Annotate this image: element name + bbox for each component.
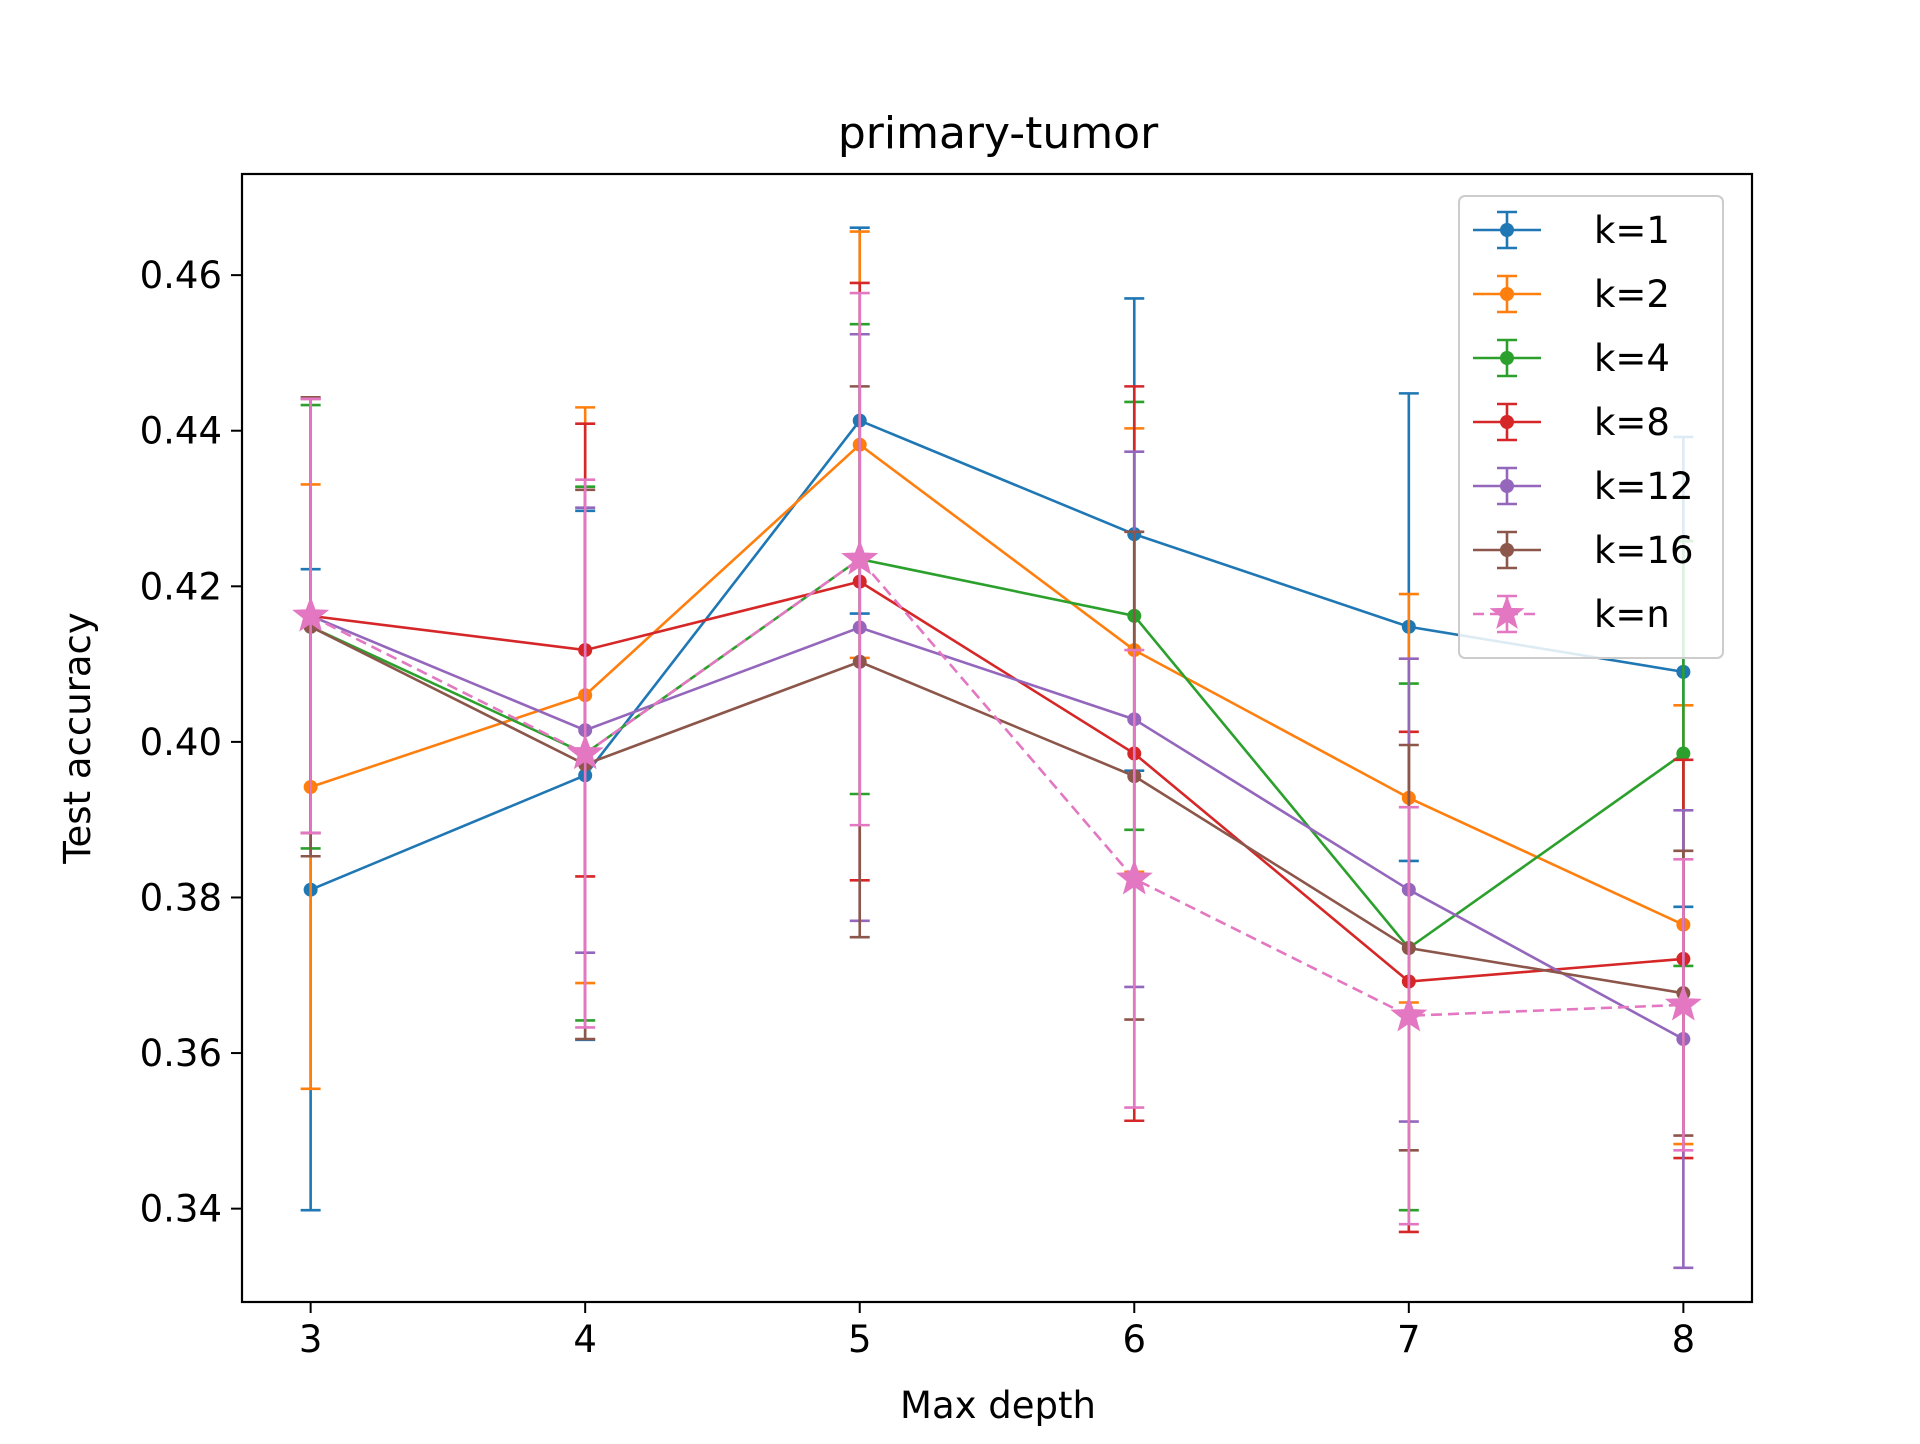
legend-marker (1500, 415, 1514, 429)
legend-label: k=1 (1594, 209, 1670, 252)
legend-label: k=16 (1594, 529, 1694, 572)
x-tick-label: 8 (1672, 1318, 1696, 1361)
legend-entry: k=8 (1473, 401, 1670, 444)
legend-entry: k=12 (1473, 465, 1694, 508)
legend-label: k=n (1594, 593, 1670, 636)
y-axis-label: Test accuracy (56, 612, 99, 865)
data-point (292, 596, 330, 632)
legend: k=1 k=2 k=4 k=8 k=12 k=16 k=n (1458, 195, 1724, 659)
data-point (1390, 996, 1428, 1032)
series-line (310, 625, 1684, 995)
data-point (566, 734, 604, 770)
y-tick-label: 0.40 (140, 721, 222, 764)
y-tick-label: 0.38 (140, 876, 222, 919)
legend-marker (1489, 595, 1525, 629)
legend-marker (1500, 223, 1514, 237)
data-point (1664, 985, 1702, 1021)
series-line (310, 419, 1684, 891)
legend-entry: k=2 (1473, 273, 1670, 316)
legend-label: k=2 (1594, 273, 1670, 316)
series-line (310, 557, 1684, 1018)
x-axis-label: Max depth (900, 1384, 1096, 1427)
x-tick-label: 7 (1397, 1318, 1421, 1361)
legend-marker (1500, 287, 1514, 301)
legend-entry: k=n (1473, 593, 1670, 636)
y-tick-label: 0.42 (140, 565, 222, 608)
legend-label: k=12 (1594, 465, 1694, 508)
series-line (310, 614, 1684, 1041)
legend-entry: k=1 (1473, 209, 1670, 252)
legend-entry: k=4 (1473, 337, 1670, 380)
series-line (310, 580, 1684, 983)
x-tick-label: 6 (1122, 1318, 1146, 1361)
x-tick-label: 3 (299, 1318, 323, 1361)
plot-area: 3 4 5 6 7 8 0.34 0.36 0.38 0.40 0.42 0.44 0.46 (140, 172, 1754, 1361)
legend-entry: k=16 (1473, 529, 1694, 572)
data-point (841, 539, 879, 575)
axes-frame (240, 172, 1754, 1304)
legend-marker (1500, 479, 1514, 493)
y-tick-label: 0.36 (140, 1032, 222, 1075)
x-tick-label: 4 (573, 1318, 597, 1361)
y-tick-label: 0.46 (140, 254, 222, 297)
legend-label: k=4 (1594, 337, 1670, 380)
y-tick-label: 0.34 (140, 1188, 222, 1231)
y-tick-label: 0.44 (140, 410, 222, 453)
x-tick-label: 5 (848, 1318, 872, 1361)
legend-marker (1500, 351, 1514, 365)
data-point (1115, 859, 1153, 895)
legend-marker (1500, 543, 1514, 557)
chart-title: primary-tumor (838, 108, 1159, 159)
data-point (1676, 746, 1691, 761)
legend-box (1458, 195, 1724, 659)
series-k=n (292, 291, 1702, 1226)
legend-label: k=8 (1594, 401, 1670, 444)
